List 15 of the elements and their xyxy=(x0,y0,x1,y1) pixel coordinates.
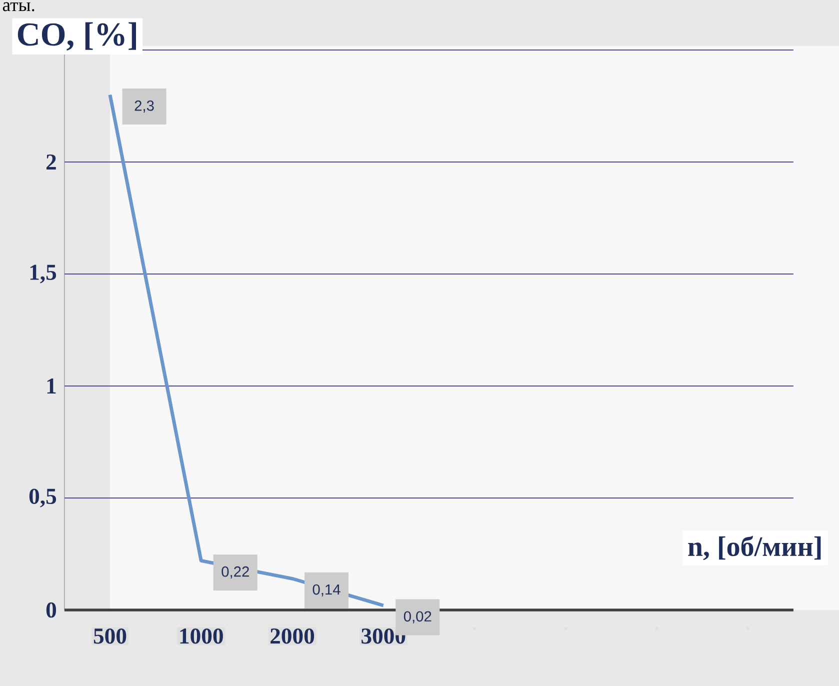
y-tick-label: 0 xyxy=(46,602,56,618)
x-tick-label: 2000 xyxy=(270,628,314,644)
x-tick-label: 1000 xyxy=(180,628,223,644)
y-axis-title: CO, [%] xyxy=(18,22,136,51)
data-label: 0,02 xyxy=(404,611,432,624)
y-tick-label: 1 xyxy=(47,378,56,394)
data-label: 0,14 xyxy=(312,584,340,596)
y-tick-label: 2 xyxy=(46,154,56,170)
x-tick-label: 500 xyxy=(94,628,126,644)
text: аты. xyxy=(2,2,34,12)
x-axis-title: n, [об/мин] xyxy=(688,536,821,560)
y-tick-label: 0,5 xyxy=(29,488,56,508)
y-tick-label: 1,5 xyxy=(30,264,56,284)
data-label: 2,3 xyxy=(134,100,154,113)
data-label: 0,22 xyxy=(222,566,249,579)
